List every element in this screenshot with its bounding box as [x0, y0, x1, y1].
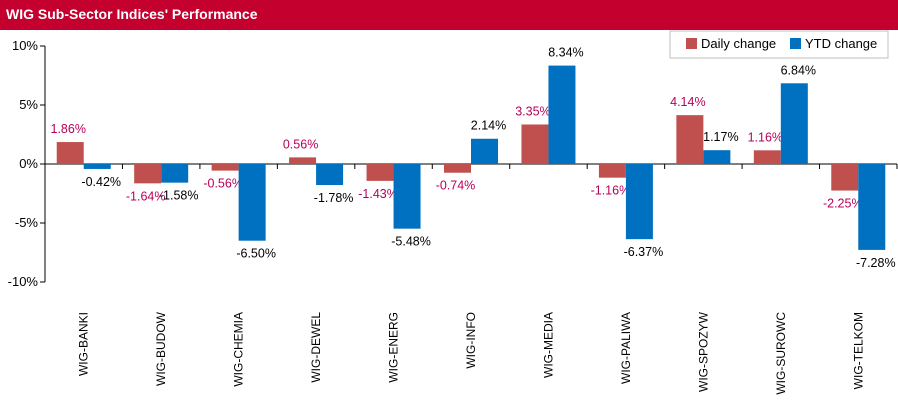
ytd-change-label: 6.84%	[781, 63, 816, 77]
category-label: WIG-PALIWA	[619, 312, 633, 384]
legend-swatch-ytd	[790, 38, 801, 49]
ytd-change-label: -5.48%	[391, 235, 431, 249]
daily-change-bar	[753, 150, 781, 164]
ytd-change-bar	[625, 164, 653, 240]
ytd-change-label: 2.14%	[471, 119, 506, 133]
ytd-change-bar	[316, 164, 344, 186]
daily-change-bar	[444, 164, 471, 173]
ytd-change-bar	[393, 164, 421, 229]
y-tick-label: 0%	[19, 156, 38, 171]
category-label: WIG-SPOZYW	[696, 311, 710, 392]
y-tick-label: -5%	[15, 215, 39, 230]
category-label: WIG-SUROWC	[774, 312, 788, 395]
ytd-change-label: -6.37%	[624, 245, 664, 259]
daily-change-label: -2.25%	[823, 197, 863, 211]
ytd-change-bar	[238, 164, 266, 241]
ytd-change-label: -1.58%	[159, 189, 199, 203]
daily-change-bar	[211, 164, 239, 171]
daily-change-label: -1.64%	[126, 189, 166, 203]
ytd-change-label: -6.50%	[236, 247, 276, 261]
daily-change-bar	[831, 164, 859, 191]
ytd-change-bar	[780, 83, 808, 164]
category-label: WIG-INFO	[464, 312, 478, 369]
ytd-change-label: -1.78%	[314, 191, 354, 205]
daily-change-label: -1.43%	[358, 187, 398, 201]
y-tick-label: -10%	[8, 274, 39, 289]
ytd-change-label: -0.42%	[81, 175, 121, 189]
daily-change-label: 0.56%	[283, 137, 318, 151]
ytd-change-bar	[161, 164, 189, 183]
daily-change-bar	[521, 124, 549, 164]
daily-change-label: 1.16%	[748, 130, 783, 144]
ytd-change-bar	[703, 150, 731, 164]
daily-change-label: -0.56%	[203, 177, 243, 191]
category-label: WIG-TELKOM	[851, 312, 865, 389]
ytd-change-label: 1.17%	[703, 130, 738, 144]
ytd-change-bar	[858, 164, 886, 250]
ytd-change-label: -7.28%	[856, 256, 896, 270]
daily-change-bar	[289, 157, 317, 164]
legend-box	[669, 30, 889, 59]
category-label: WIG-CHEMIA	[232, 312, 246, 387]
y-tick-label: 5%	[19, 97, 38, 112]
ytd-change-bar	[83, 164, 111, 169]
daily-change-label: -0.74%	[436, 179, 476, 193]
daily-change-bar	[366, 164, 394, 181]
daily-change-bar	[676, 115, 704, 164]
daily-change-label: 1.86%	[51, 122, 86, 136]
daily-change-bar	[56, 142, 84, 164]
legend-label-ytd: YTD change	[805, 36, 877, 51]
ytd-change-bar	[471, 138, 498, 164]
category-label: WIG-MEDIA	[541, 312, 555, 378]
ytd-change-label: 8.34%	[548, 46, 583, 60]
daily-change-label: 3.35%	[515, 104, 550, 118]
y-tick-label: 10%	[12, 38, 38, 53]
daily-change-label: -1.16%	[591, 184, 631, 198]
category-label: WIG-DEWEL	[309, 312, 323, 383]
category-label: WIG-BANKI	[77, 312, 91, 376]
daily-change-bar	[598, 164, 626, 178]
legend-swatch-daily	[686, 38, 697, 49]
chart-title-bar: WIG Sub-Sector Indices' Performance	[0, 0, 898, 30]
ytd-change-bar	[548, 65, 576, 164]
daily-change-label: 4.14%	[670, 95, 705, 109]
category-label: WIG-ENERG	[387, 312, 401, 383]
legend-label-daily: Daily change	[701, 36, 776, 51]
category-label: WIG-BUDOW	[154, 311, 168, 386]
chart-title: WIG Sub-Sector Indices' Performance	[6, 6, 258, 22]
daily-change-bar	[134, 164, 162, 184]
